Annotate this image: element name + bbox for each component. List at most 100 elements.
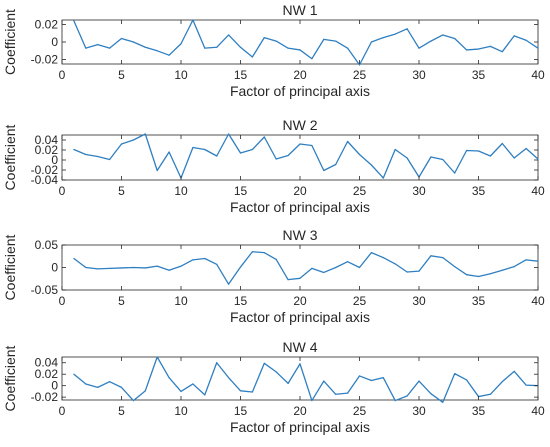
data-point — [180, 265, 182, 267]
data-point — [347, 392, 349, 394]
x-tick-label: 0 — [59, 68, 66, 82]
data-point — [239, 266, 242, 268]
data-point — [275, 40, 277, 42]
data-point — [358, 375, 361, 377]
data-point — [97, 268, 99, 270]
data-point — [168, 269, 170, 271]
series-line — [73, 356, 539, 403]
x-tick-label: 20 — [293, 404, 307, 418]
x-tick-label: 35 — [472, 294, 486, 308]
data-point — [132, 399, 134, 402]
data-point — [501, 51, 503, 53]
data-point — [323, 169, 325, 172]
data-point — [168, 151, 170, 153]
data-point — [97, 386, 99, 388]
data-point — [287, 382, 289, 384]
data-point — [489, 155, 491, 157]
data-point — [73, 20, 75, 22]
data-point — [335, 163, 337, 166]
data-point — [335, 266, 337, 269]
data-point — [156, 356, 158, 358]
data-point — [406, 395, 408, 397]
y-axis-label: Coefficient — [2, 345, 18, 411]
data-point — [299, 49, 301, 51]
y-tick-label: 0.05 — [35, 238, 59, 252]
x-tick-label: 5 — [118, 184, 125, 198]
data-point — [287, 47, 289, 49]
x-tick-label: 35 — [472, 68, 486, 82]
x-tick-label: 0 — [59, 294, 66, 308]
data-point — [442, 158, 444, 161]
data-point — [144, 133, 146, 135]
data-point — [239, 46, 242, 48]
y-tick-label: 0.02 — [35, 17, 59, 31]
data-point — [489, 273, 491, 275]
data-point — [442, 34, 444, 36]
x-tick-label: 10 — [174, 68, 188, 82]
data-point — [120, 267, 123, 269]
y-tick-label: 0 — [51, 379, 58, 393]
data-point — [263, 37, 265, 39]
data-point — [109, 267, 111, 269]
data-point — [192, 383, 194, 385]
data-point — [323, 38, 325, 40]
series-line — [73, 251, 539, 285]
data-point — [97, 44, 99, 46]
x-tick-label: 35 — [472, 404, 486, 418]
data-point — [513, 370, 515, 372]
data-point — [97, 155, 99, 158]
data-point — [180, 390, 182, 392]
y-tick-label: 0.02 — [35, 367, 59, 381]
data-point — [394, 33, 396, 35]
x-tick-label: 25 — [353, 294, 367, 308]
data-point — [85, 47, 87, 49]
data-point — [454, 266, 456, 268]
data-point — [251, 148, 253, 151]
x-tick-label: 30 — [412, 294, 426, 308]
data-point — [442, 401, 444, 403]
data-point — [299, 143, 301, 145]
data-point — [537, 47, 539, 49]
data-point — [418, 47, 420, 49]
data-point — [430, 393, 432, 395]
y-tick-label: -0.02 — [31, 390, 59, 404]
x-tick-label: 40 — [531, 68, 545, 82]
data-point — [144, 390, 146, 392]
data-point — [370, 164, 372, 166]
data-point — [513, 35, 515, 37]
data-point — [132, 266, 134, 269]
chart-title: NW 2 — [283, 117, 318, 133]
data-point — [109, 381, 111, 383]
data-point — [109, 158, 111, 161]
data-point — [216, 263, 218, 265]
data-point — [311, 399, 313, 402]
data-point — [347, 140, 349, 143]
y-axis-label: Coefficient — [2, 124, 18, 190]
y-axis-label: Coefficient — [2, 234, 18, 300]
data-point — [418, 380, 420, 382]
data-point — [204, 148, 206, 151]
data-point — [251, 56, 253, 58]
x-tick-label: 0 — [59, 184, 66, 198]
data-point — [132, 139, 134, 141]
data-point — [216, 46, 218, 48]
data-point — [430, 255, 432, 257]
x-tick-label: 20 — [293, 68, 307, 82]
data-point — [477, 48, 480, 50]
x-tick-label: 5 — [118, 294, 125, 308]
data-point — [394, 263, 396, 265]
chart-title: NW 4 — [283, 339, 318, 355]
data-point — [73, 257, 75, 260]
x-tick-label: 20 — [293, 184, 307, 198]
data-point — [156, 50, 158, 52]
x-axis-label: Factor of principal axis — [230, 309, 370, 325]
data-point — [335, 40, 337, 42]
data-point — [358, 153, 361, 156]
data-point — [85, 383, 87, 385]
data-point — [430, 156, 432, 158]
x-tick-label: 15 — [234, 404, 248, 418]
x-axis-label: Factor of principal axis — [230, 419, 370, 435]
